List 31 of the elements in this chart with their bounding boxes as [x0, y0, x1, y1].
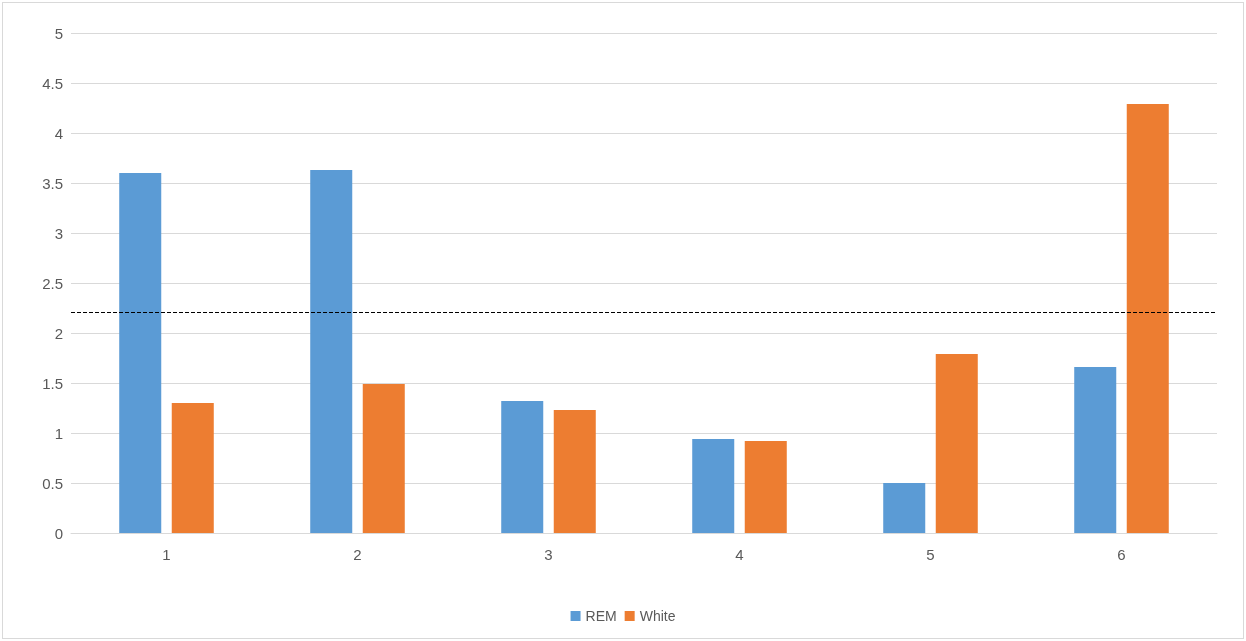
y-tick-label: 0	[54, 524, 63, 542]
y-tick-label: 4.5	[42, 74, 63, 92]
bar	[1126, 104, 1169, 533]
bar	[883, 483, 926, 533]
y-tick-label: 5	[54, 24, 63, 42]
bar	[692, 439, 735, 533]
legend-label: White	[639, 608, 676, 624]
bar	[935, 354, 978, 533]
bar	[362, 384, 405, 533]
x-tick-label: 4	[735, 546, 744, 563]
bar	[501, 401, 544, 533]
x-tick-label: 6	[1117, 546, 1126, 563]
x-tick-label: 3	[544, 546, 553, 563]
bar	[171, 403, 214, 533]
bar	[119, 173, 162, 533]
y-tick-label: 2.5	[42, 274, 63, 292]
y-tick-label: 2	[54, 324, 63, 342]
bar	[310, 170, 353, 533]
x-tick-label: 5	[926, 546, 935, 563]
y-tick-label: 1	[54, 424, 63, 442]
y-tick-label: 0.5	[42, 474, 63, 492]
bar	[1074, 367, 1117, 533]
y-tick-label: 1.5	[42, 374, 63, 392]
y-tick-label: 3	[54, 224, 63, 242]
y-tick-label: 3.5	[42, 174, 63, 192]
bar	[744, 441, 787, 533]
legend-label: REM	[585, 608, 617, 624]
y-tick-label: 4	[54, 124, 63, 142]
bar	[553, 410, 596, 533]
x-tick-label: 1	[162, 546, 171, 563]
x-tick-label: 2	[353, 546, 362, 563]
